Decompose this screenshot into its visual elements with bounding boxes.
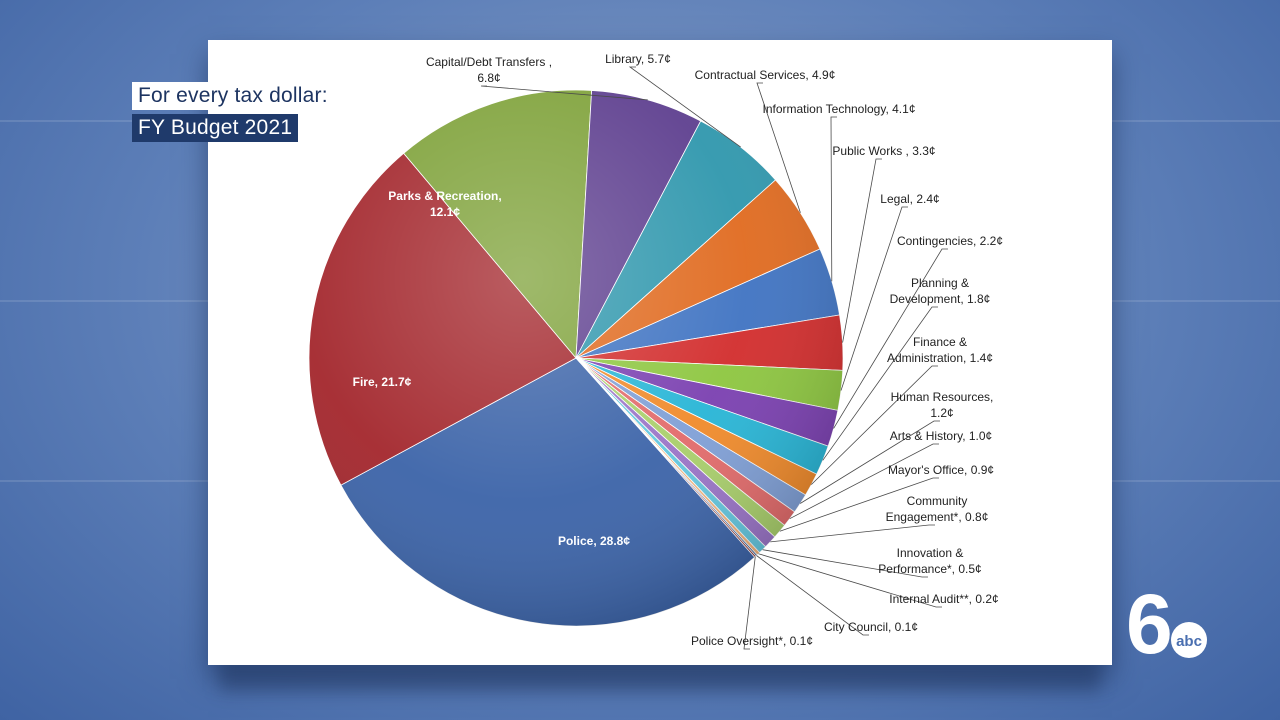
leader-line [758, 553, 942, 608]
leader-line [822, 306, 938, 461]
leader-line [840, 206, 908, 391]
leader-line [789, 443, 939, 520]
slice-label: Innovation & Performance*, 0.5¢ [878, 546, 981, 576]
leader-lines [480, 66, 948, 650]
slice-label: Fire, 21.7¢ [353, 375, 412, 389]
pie-slices [308, 89, 844, 627]
leader-line [756, 555, 869, 636]
leader-line [762, 549, 928, 578]
leader-line [811, 365, 938, 485]
logo-numeral: 6 [1126, 585, 1173, 665]
slice-label: Human Resources, 1.2¢ [891, 390, 994, 420]
leader-line [833, 248, 948, 429]
slice-label: Police Oversight*, 0.1¢ [691, 634, 813, 648]
slice-label: Contingencies, 2.2¢ [897, 234, 1003, 248]
station-logo: 6 abc [1126, 585, 1207, 665]
headline-line-1: For every tax dollar: [132, 82, 334, 110]
leader-line [628, 66, 741, 148]
pie-gloss [309, 90, 843, 626]
slice-label: Arts & History, 1.0¢ [890, 429, 992, 443]
leader-line [743, 556, 756, 650]
abc-circle-icon [1171, 622, 1207, 658]
slice-labels: Police, 28.8¢ Fire, 21.7¢ Parks & Recreati… [353, 52, 1003, 648]
slice-label: Library, 5.7¢ [605, 52, 671, 66]
leader-line [770, 524, 935, 543]
slice-label: Planning & Development, 1.8¢ [890, 276, 991, 306]
slice-label: Parks & Recreation, 12.1¢ [388, 189, 501, 219]
headline-line-2: FY Budget 2021 [132, 114, 299, 142]
slice-label: Finance & Administration, 1.4¢ [887, 335, 993, 365]
slice-label: Community Engagement*, 0.8¢ [886, 494, 989, 524]
slice-label: Police, 28.8¢ [558, 534, 630, 548]
slice-label: City Council, 0.1¢ [824, 620, 918, 634]
chart-card: Police, 28.8¢ Fire, 21.7¢ Parks & Recreati… [208, 40, 1112, 665]
slice-label: Contractual Services, 4.9¢ [695, 68, 836, 82]
slice-label: Capital/Debt Transfers , 6.8¢ [426, 55, 552, 85]
leader-line [480, 85, 648, 101]
abc-logo-text: abc [1176, 633, 1202, 650]
slice-label: Internal Audit**, 0.2¢ [889, 592, 998, 606]
slice-label: Legal, 2.4¢ [880, 192, 939, 206]
leader-line [799, 420, 940, 504]
slice-label: Mayor's Office, 0.9¢ [888, 463, 994, 477]
card-shadow [220, 662, 1100, 692]
slice-label: Information Technology, 4.1¢ [763, 102, 916, 116]
leader-line [779, 477, 939, 532]
pie-chart: Police, 28.8¢ Fire, 21.7¢ Parks & Recreati… [308, 52, 1003, 650]
leader-line [842, 158, 882, 343]
slice-label: Public Works , 3.3¢ [832, 144, 935, 158]
leader-line [756, 82, 801, 213]
leader-line [830, 116, 837, 282]
